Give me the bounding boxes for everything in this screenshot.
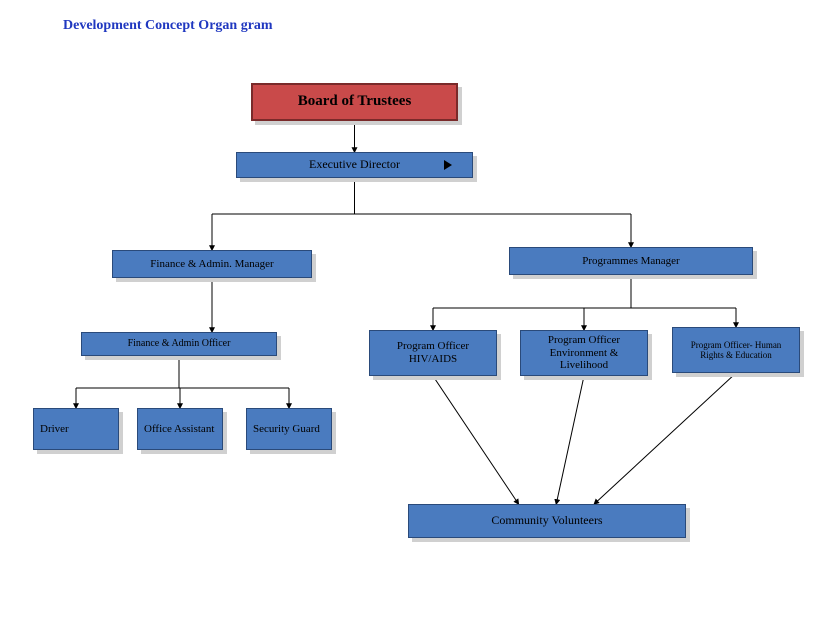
org-node-board: Board of Trustees — [251, 83, 458, 121]
play-marker-icon — [444, 160, 452, 170]
org-node-label: Security Guard — [253, 423, 320, 436]
org-node-label: Office Assistant — [144, 423, 214, 436]
org-node-progmgr: Programmes Manager — [509, 247, 753, 275]
org-node-pohiv: Program Officer HIV/AIDS — [369, 330, 497, 376]
org-node-label: Board of Trustees — [298, 93, 412, 110]
org-node-label: Programmes Manager — [582, 255, 679, 268]
org-node-guard: Security Guard — [246, 408, 332, 450]
org-node-pohre: Program Officer- Human Rights & Educatio… — [672, 327, 800, 373]
org-node-exec: Executive Director — [236, 152, 473, 178]
org-node-label: Finance & Admin Officer — [128, 338, 231, 350]
org-node-label: Community Volunteers — [491, 514, 602, 528]
org-node-poenv: Program Officer Environment & Livelihood — [520, 330, 648, 376]
org-node-finoff: Finance & Admin Officer — [81, 332, 277, 356]
chart-title: Development Concept Organ gram — [63, 18, 273, 34]
org-chart-canvas: Development Concept Organ gram Board of … — [0, 0, 830, 622]
org-node-label: Program Officer- Human Rights & Educatio… — [679, 340, 793, 361]
org-node-label: Executive Director — [309, 158, 400, 172]
org-node-finmgr: Finance & Admin. Manager — [112, 250, 312, 278]
org-node-label: Driver — [40, 423, 69, 436]
org-node-label: Program Officer HIV/AIDS — [376, 340, 490, 365]
org-node-office: Office Assistant — [137, 408, 223, 450]
org-node-label: Finance & Admin. Manager — [150, 258, 273, 271]
org-node-label: Program Officer Environment & Livelihood — [527, 334, 641, 372]
org-node-driver: Driver — [33, 408, 119, 450]
org-node-comm: Community Volunteers — [408, 504, 686, 538]
